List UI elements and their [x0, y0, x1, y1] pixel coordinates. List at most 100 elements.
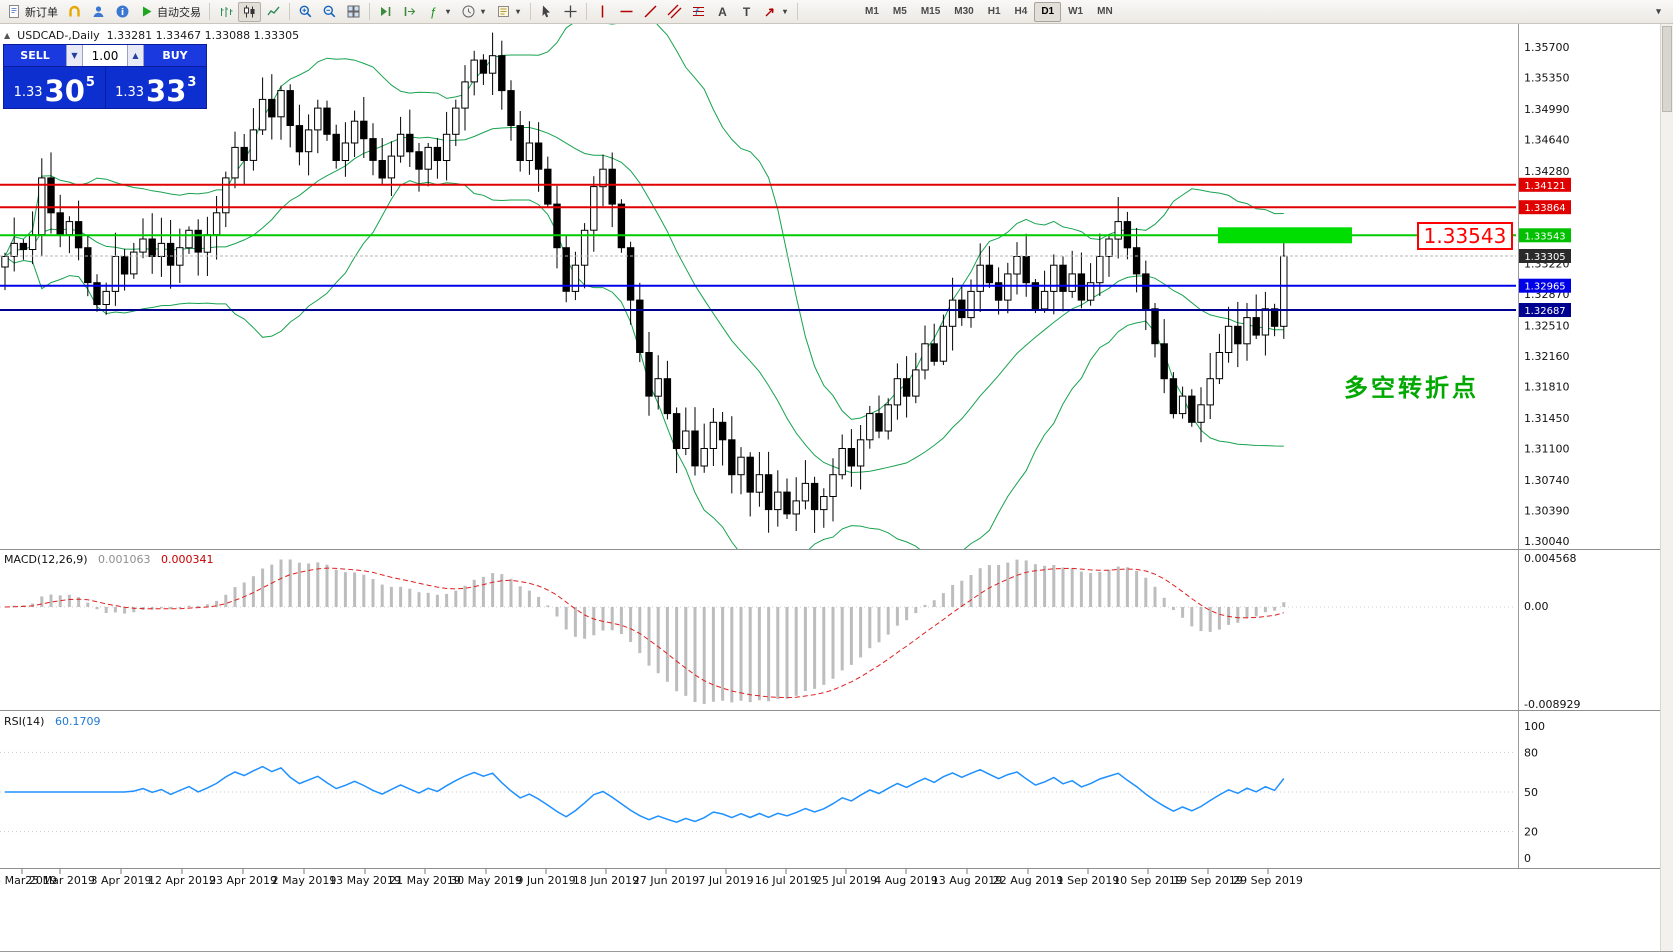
vertical-scrollbar[interactable] [1660, 24, 1673, 951]
svg-text:1.30740: 1.30740 [1524, 474, 1570, 487]
crosshair-icon [563, 4, 578, 19]
toolbar-separator [209, 3, 210, 20]
svg-text:25 Mar 2019: 25 Mar 2019 [25, 874, 95, 887]
autotrading-button[interactable]: 自动交易 [135, 2, 205, 22]
chevron-down-icon: ▾ [1656, 6, 1661, 16]
text-button[interactable]: A [711, 2, 734, 22]
svg-text:1.30040: 1.30040 [1524, 535, 1570, 548]
bar-chart-icon [218, 4, 233, 19]
candles [1, 32, 1288, 533]
indicators-button[interactable]: ƒ ▾ [422, 2, 456, 22]
svg-text:1.33864: 1.33864 [1524, 203, 1565, 214]
tf-button-H1[interactable]: H1 [981, 2, 1008, 22]
tf-button-D1[interactable]: D1 [1034, 1, 1062, 22]
toolbar-overflow-button[interactable]: ▾ [1647, 2, 1670, 22]
line-chart-button[interactable] [262, 2, 285, 22]
candlestick-button[interactable] [238, 1, 261, 22]
svg-text:1.31450: 1.31450 [1524, 412, 1570, 425]
profile-button[interactable] [87, 2, 110, 22]
svg-text:19 Sep 2019: 19 Sep 2019 [1173, 874, 1243, 887]
lot-decrease-button[interactable]: ▼ [66, 45, 83, 66]
fibonacci-icon: f [691, 4, 706, 19]
rsi-name: RSI(14) [4, 715, 45, 728]
crosshair-button[interactable] [559, 2, 582, 22]
info-icon: i [115, 4, 130, 19]
zoom-in-button[interactable] [294, 2, 317, 22]
text-icon: A [718, 4, 727, 19]
toolbar-separator [530, 3, 531, 20]
tf-button-MN[interactable]: MN [1090, 2, 1120, 22]
svg-text:1.32510: 1.32510 [1524, 319, 1570, 332]
symbol-title: USDCAD-,Daily [17, 29, 100, 42]
zoom-out-icon [322, 4, 337, 19]
zoom-out-button[interactable] [318, 2, 341, 22]
fibonacci-button[interactable]: f [687, 2, 710, 22]
macd-name: MACD(12,26,9) [4, 553, 88, 566]
cursor-icon [539, 4, 554, 19]
svg-text:1.33543: 1.33543 [1524, 231, 1565, 242]
trendline-button[interactable] [639, 2, 662, 22]
bid-price[interactable]: 1.33 30 5 [4, 67, 106, 108]
price-level-label: 1.33543 [1417, 222, 1513, 250]
news-button[interactable]: i [111, 2, 134, 22]
macd-main-value: 0.001063 [98, 553, 151, 566]
channel-button[interactable] [663, 2, 686, 22]
svg-text:100: 100 [1524, 720, 1545, 733]
horizontal-lines[interactable] [0, 183, 1516, 311]
ask-price[interactable]: 1.33 33 3 [106, 67, 207, 108]
macd-axis: 0.004568 0.00 -0.008929 [1524, 552, 1580, 711]
svg-text:22 Aug 2019: 22 Aug 2019 [993, 874, 1063, 887]
horizontal-line-button[interactable] [615, 2, 638, 22]
tf-button-M30[interactable]: M30 [947, 2, 980, 22]
tile-windows-button[interactable] [342, 2, 365, 22]
rsi-value: 60.1709 [54, 715, 101, 728]
svg-text:1.32965: 1.32965 [1524, 282, 1565, 293]
new-order-icon [7, 4, 22, 19]
timeframe-group: M1 M5 M15 M30 H1 H4 D1 W1 MN [858, 1, 1120, 22]
lot-increase-button[interactable]: ▲ [127, 45, 144, 66]
panel-separators[interactable] [0, 549, 1660, 869]
ask-prefix: 1.33 [115, 85, 145, 100]
periods-button[interactable]: ▾ [457, 2, 491, 22]
cursor-button[interactable] [535, 2, 558, 22]
mql5-button[interactable] [63, 2, 86, 22]
scrollbar-thumb[interactable] [1662, 26, 1672, 112]
macd-panel [0, 559, 1516, 704]
svg-text:1.35700: 1.35700 [1524, 41, 1570, 54]
toolbar-separator [586, 3, 587, 20]
new-order-button[interactable]: 新订单 [3, 2, 62, 22]
svg-text:25 Jul 2019: 25 Jul 2019 [815, 874, 877, 887]
tf-button-H4[interactable]: H4 [1008, 2, 1035, 22]
svg-text:29 Sep 2019: 29 Sep 2019 [1233, 874, 1303, 887]
svg-text:0.004568: 0.004568 [1524, 552, 1577, 565]
sell-button[interactable]: SELL [4, 45, 66, 66]
autoscroll-button[interactable] [374, 2, 397, 22]
bar-chart-button[interactable] [214, 2, 237, 22]
label-button[interactable]: T [735, 2, 758, 22]
svg-text:1.33305: 1.33305 [1524, 252, 1565, 263]
templates-button[interactable]: ▾ [492, 2, 526, 22]
chart-shift-button[interactable] [398, 2, 421, 22]
svg-text:1.34990: 1.34990 [1524, 103, 1570, 116]
tf-button-W1[interactable]: W1 [1061, 2, 1090, 22]
toolbar-separator [369, 3, 370, 20]
tf-button-M15[interactable]: M15 [914, 2, 947, 22]
ohlc-values: 1.33281 1.33467 1.33088 1.33305 [106, 29, 300, 42]
tile-windows-icon [346, 4, 361, 19]
horizontal-line-icon [619, 4, 634, 19]
new-order-label: 新订单 [25, 6, 58, 19]
lot-input[interactable]: 1.00 [83, 45, 127, 66]
tf-button-M1[interactable]: M1 [858, 2, 886, 22]
ask-sup: 3 [187, 75, 197, 90]
chevron-down-icon: ▾ [515, 6, 520, 16]
tf-button-M5[interactable]: M5 [886, 2, 914, 22]
macd-indicator-label: MACD(12,26,9) 0.001063 0.000341 [4, 553, 214, 566]
vertical-line-button[interactable] [591, 2, 614, 22]
buy-button[interactable]: BUY [144, 45, 206, 66]
autoscroll-icon [378, 4, 393, 19]
svg-text:f: f [695, 8, 700, 18]
toolbar: 新订单 i 自动交易 [0, 0, 1673, 24]
arrows-button[interactable]: ▾ [759, 2, 793, 22]
